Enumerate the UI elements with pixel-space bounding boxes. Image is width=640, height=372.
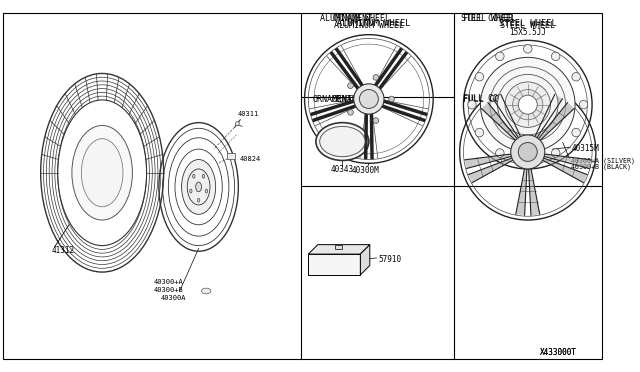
- Circle shape: [513, 90, 543, 120]
- Circle shape: [348, 109, 353, 115]
- Polygon shape: [468, 158, 513, 183]
- Text: 57910: 57910: [378, 255, 401, 264]
- Ellipse shape: [202, 288, 211, 294]
- Polygon shape: [535, 94, 563, 138]
- Circle shape: [348, 83, 353, 89]
- Ellipse shape: [188, 169, 210, 205]
- Circle shape: [497, 74, 558, 135]
- Text: STEEL WHEEL: STEEL WHEEL: [461, 14, 516, 23]
- Circle shape: [475, 128, 484, 137]
- Ellipse shape: [202, 174, 205, 178]
- Text: 40300M: 40300M: [352, 166, 380, 175]
- Ellipse shape: [198, 198, 200, 202]
- Bar: [335, 245, 342, 249]
- Circle shape: [572, 73, 580, 81]
- Text: ORNAMENT: ORNAMENT: [333, 14, 373, 23]
- Text: ORNAMENT: ORNAMENT: [312, 96, 352, 105]
- Text: 40824: 40824: [239, 155, 260, 161]
- Text: 15X5.5JJ: 15X5.5JJ: [509, 28, 547, 37]
- Ellipse shape: [320, 126, 365, 157]
- Text: STEEL WHEEL: STEEL WHEEL: [499, 19, 557, 28]
- Text: 41312: 41312: [52, 246, 75, 255]
- Text: X433000T: X433000T: [540, 348, 577, 357]
- Polygon shape: [465, 154, 511, 169]
- Polygon shape: [544, 154, 591, 169]
- Text: ALUMINUM WHEEL: ALUMINUM WHEEL: [334, 21, 404, 30]
- Text: FULL COVER: FULL COVER: [463, 14, 513, 23]
- Circle shape: [511, 135, 545, 169]
- Circle shape: [518, 95, 537, 114]
- Circle shape: [552, 149, 560, 157]
- Circle shape: [572, 128, 580, 137]
- Ellipse shape: [236, 122, 239, 125]
- Text: 40315M: 40315M: [572, 144, 599, 153]
- Text: STEEL WHEEL: STEEL WHEEL: [500, 21, 556, 30]
- Circle shape: [373, 118, 379, 124]
- Circle shape: [360, 90, 378, 109]
- Ellipse shape: [72, 125, 132, 220]
- Polygon shape: [493, 94, 520, 138]
- Text: FULL COVER: FULL COVER: [463, 94, 513, 103]
- Ellipse shape: [189, 189, 192, 193]
- Circle shape: [388, 96, 394, 102]
- Circle shape: [518, 142, 537, 161]
- Ellipse shape: [193, 174, 195, 178]
- Circle shape: [552, 52, 560, 61]
- Polygon shape: [360, 245, 370, 275]
- Polygon shape: [529, 169, 540, 215]
- Text: FULL COVER: FULL COVER: [463, 96, 515, 105]
- Text: 40311: 40311: [237, 111, 259, 117]
- Circle shape: [468, 100, 476, 109]
- Circle shape: [495, 149, 504, 157]
- Polygon shape: [538, 103, 574, 140]
- Polygon shape: [308, 245, 370, 254]
- Text: 40300+B: 40300+B: [153, 287, 183, 293]
- Circle shape: [524, 45, 532, 53]
- Text: 40300A: 40300A: [161, 295, 186, 301]
- Circle shape: [373, 74, 379, 80]
- Polygon shape: [543, 158, 587, 183]
- Circle shape: [579, 100, 588, 109]
- Ellipse shape: [182, 160, 216, 214]
- Text: ORNAMENT: ORNAMENT: [331, 96, 373, 105]
- Circle shape: [481, 57, 575, 152]
- Circle shape: [495, 52, 504, 61]
- Circle shape: [505, 82, 550, 127]
- Circle shape: [524, 156, 532, 165]
- Text: ALUMINUM WHEEL: ALUMINUM WHEEL: [337, 19, 410, 28]
- Text: NISSAN: NISSAN: [328, 137, 356, 146]
- Ellipse shape: [205, 189, 207, 193]
- Text: ALUMINUM WHEEL: ALUMINUM WHEEL: [320, 14, 390, 23]
- Polygon shape: [308, 254, 360, 275]
- Text: 40300+A (SILVER): 40300+A (SILVER): [572, 157, 636, 164]
- Ellipse shape: [316, 123, 369, 160]
- Text: X433000T: X433000T: [540, 348, 577, 357]
- Bar: [227, 153, 235, 158]
- Circle shape: [475, 73, 484, 81]
- Polygon shape: [516, 169, 527, 215]
- Text: 40343: 40343: [331, 166, 354, 174]
- Polygon shape: [481, 103, 517, 140]
- Circle shape: [354, 84, 384, 114]
- Ellipse shape: [196, 182, 202, 192]
- Ellipse shape: [81, 139, 123, 207]
- Text: 40300+A: 40300+A: [153, 279, 183, 285]
- Text: 40300+B (BLACK): 40300+B (BLACK): [572, 164, 631, 170]
